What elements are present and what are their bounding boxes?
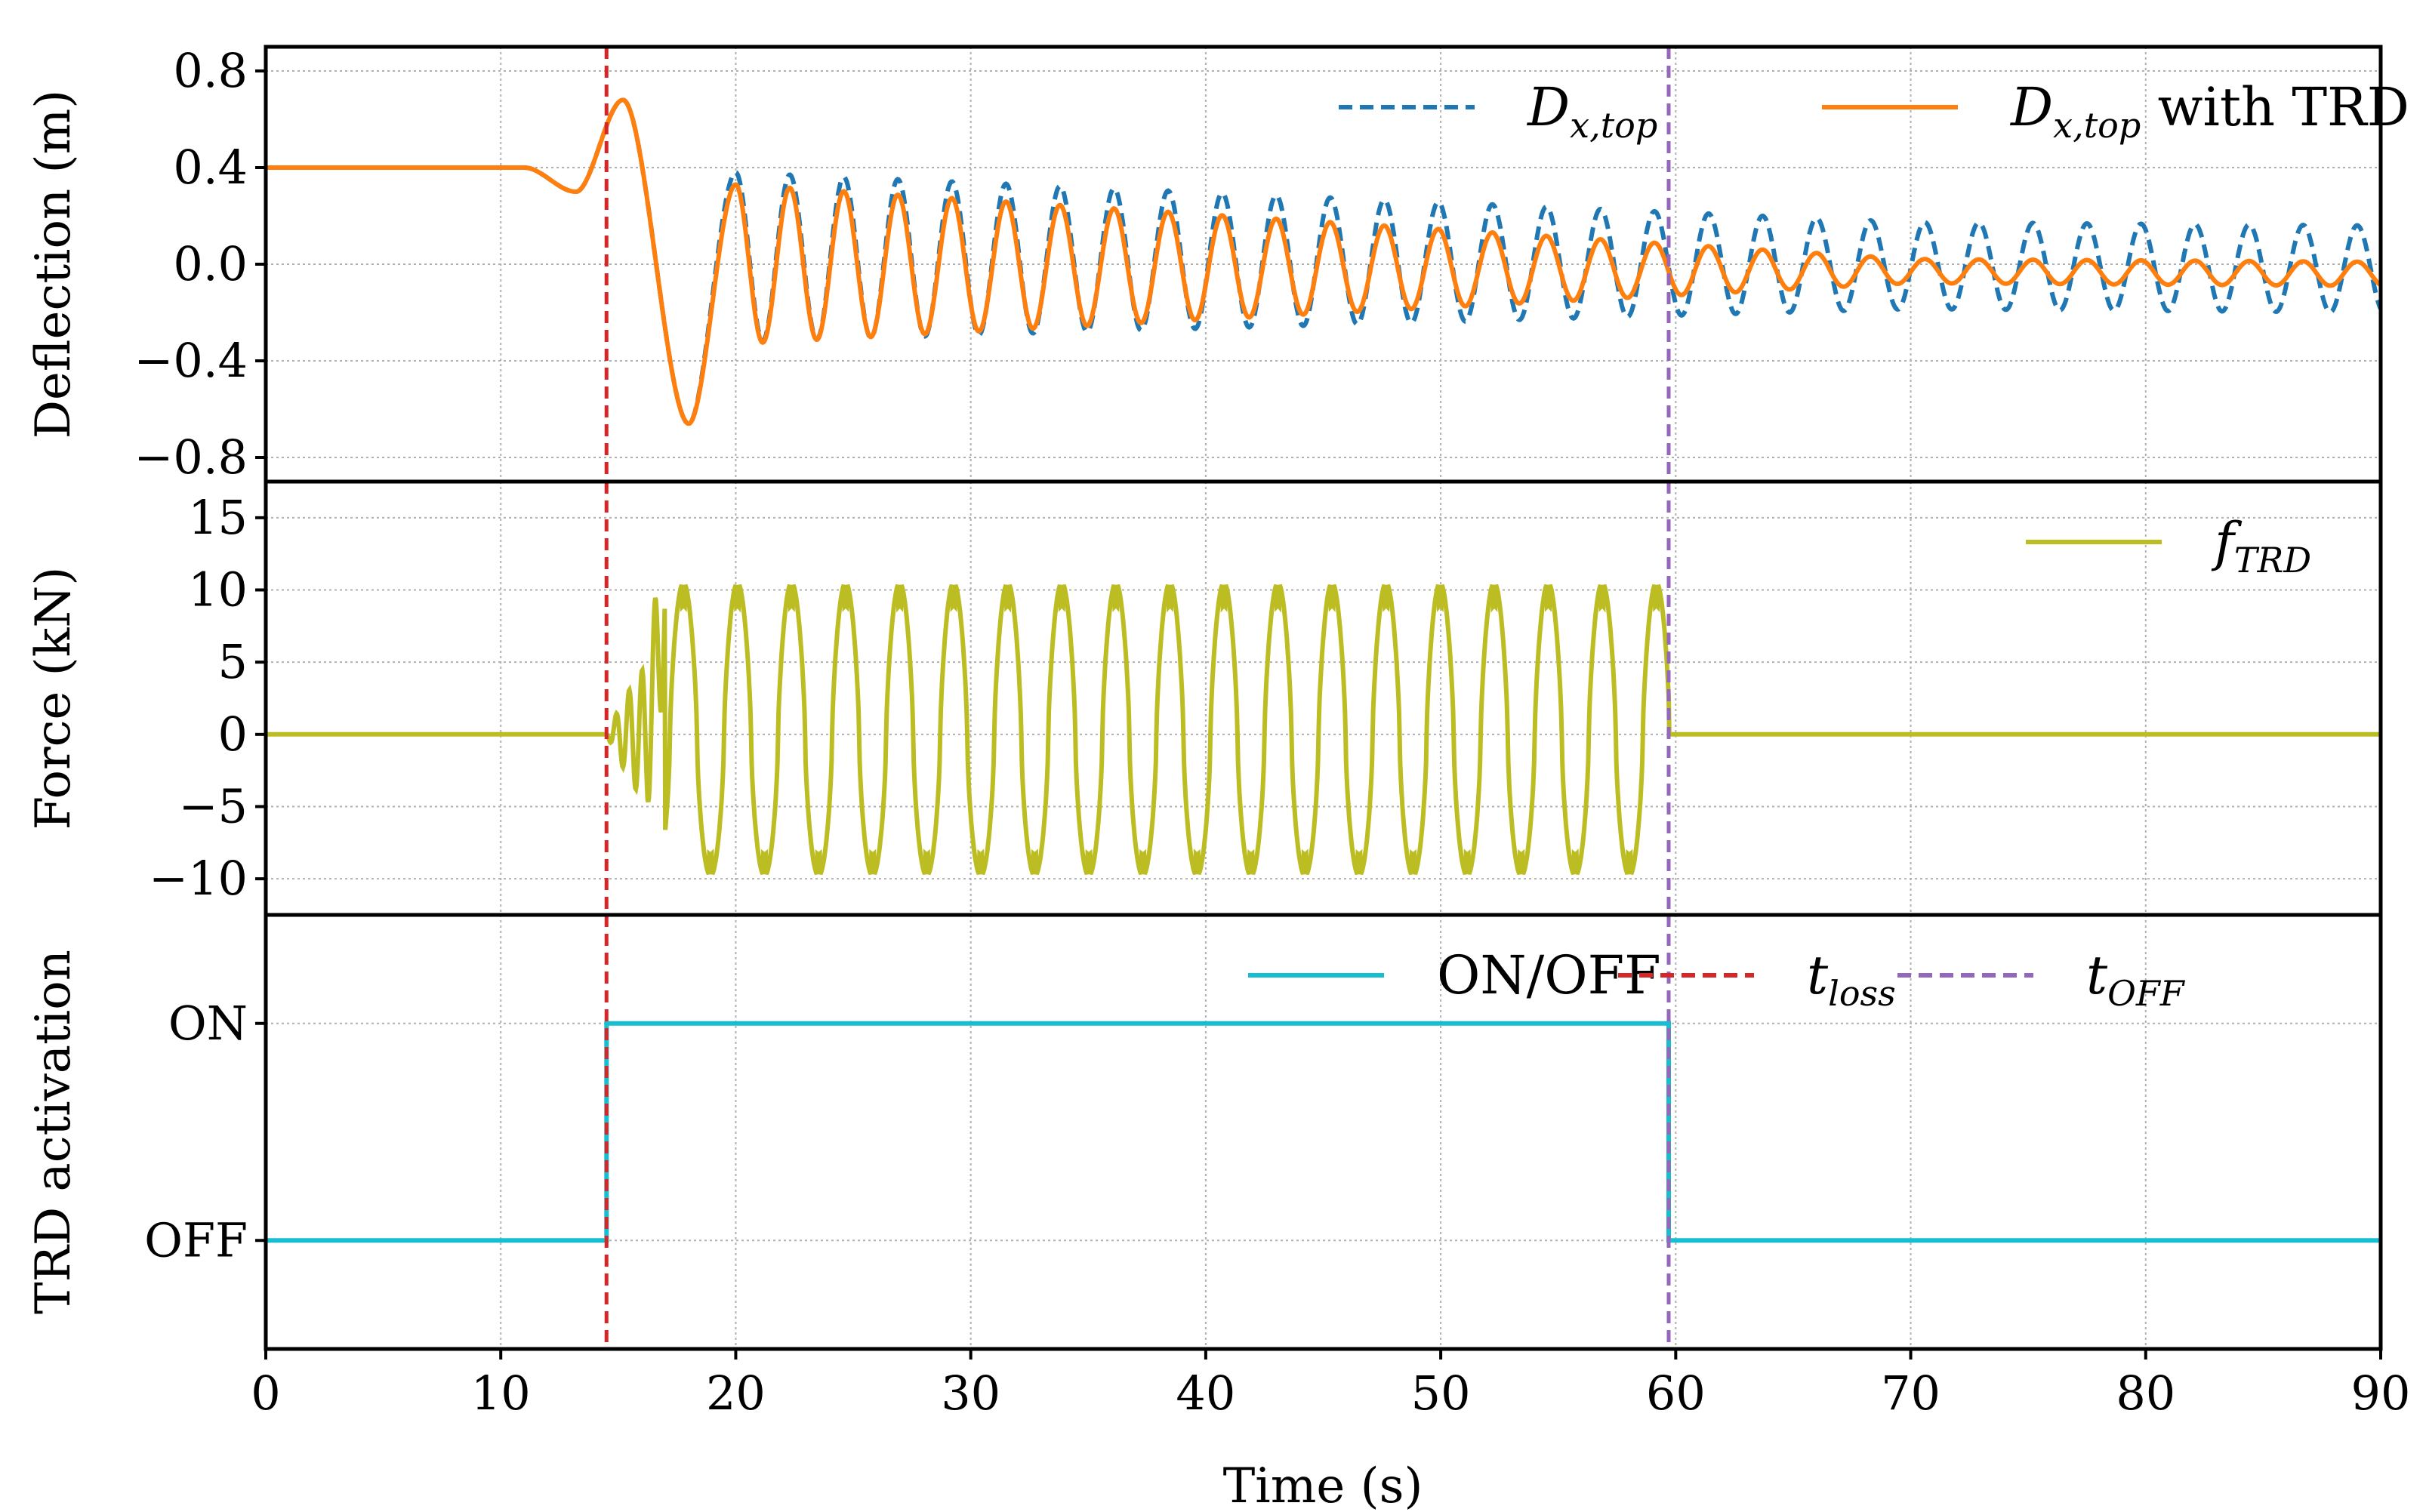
x-tick-label: 40 <box>1176 1366 1235 1421</box>
y-tick-label: −0.8 <box>134 430 248 485</box>
legend-entry: ON/OFF <box>1248 944 1661 1006</box>
series-group <box>266 97 2381 427</box>
x-tick-label: 10 <box>471 1366 531 1421</box>
y-axis-label-deflection: Deflection (m) <box>26 90 82 439</box>
y-axis-label-activation: TRD activation <box>26 950 82 1314</box>
legend-label: tloss <box>1807 944 1896 1014</box>
panel-force: −10 −5 0 5 10 15 Force (kN) fTRD <box>26 479 2383 917</box>
x-axis: 0 10 20 30 40 50 60 70 80 90 <box>251 1349 2410 1421</box>
x-tick-label: 90 <box>2351 1366 2411 1421</box>
series-line <box>266 97 2381 427</box>
x-tick-label: 0 <box>251 1366 280 1421</box>
legend-label: fTRD <box>2211 511 2311 580</box>
legend-force: fTRD <box>2026 511 2311 580</box>
legend-entry: Dx,top <box>1339 76 1657 146</box>
x-tick-label: 80 <box>2116 1366 2175 1421</box>
x-tick-label: 60 <box>1646 1366 1706 1421</box>
legend-label: Dx,top <box>1526 76 1657 146</box>
y-tick-label: OFF <box>144 1212 248 1267</box>
legend-entry: Dx,top with TRD <box>1822 76 2409 146</box>
series-line <box>266 97 2381 427</box>
series-group <box>266 584 2381 876</box>
panel-frame <box>264 913 2383 1351</box>
y-tick-label: 5 <box>218 634 248 689</box>
legend-deflection: Dx,top Dx,top with TRD <box>1339 76 2409 146</box>
x-tick-label: 30 <box>941 1366 1000 1421</box>
y-tick-label: −5 <box>179 779 248 834</box>
legend-entry: tloss <box>1618 944 1896 1014</box>
legend-label: tOFF <box>2086 944 2186 1014</box>
legend-activation: ON/OFF tloss tOFF <box>1248 944 2186 1014</box>
y-tick-label: 0.0 <box>173 236 248 291</box>
x-tick-label: 50 <box>1411 1366 1471 1421</box>
panel-frame <box>264 479 2383 917</box>
y-tick-label: 0 <box>218 707 248 762</box>
y-tick-label: 15 <box>188 490 248 545</box>
series-group <box>266 1021 2381 1243</box>
y-tick-label: 0.4 <box>173 140 248 195</box>
y-tick-label: ON <box>168 996 248 1051</box>
x-tick-label: 20 <box>706 1366 766 1421</box>
panel-activation: OFF ON TRD activation ON/OFF tloss tOFF <box>26 913 2383 1351</box>
y-tick-label: 10 <box>188 562 248 617</box>
legend-label: Dx,top with TRD <box>2009 76 2409 146</box>
series-line <box>266 584 2381 876</box>
y-axis-label-force: Force (kN) <box>26 567 82 830</box>
x-tick-label: 70 <box>1881 1366 1940 1421</box>
legend-entry: fTRD <box>2026 511 2311 580</box>
x-axis-label: Time (s) <box>1223 1458 1423 1512</box>
y-tick-label: −0.4 <box>134 333 248 388</box>
y-tick-label: −10 <box>149 851 248 906</box>
legend-entry: tOFF <box>1897 944 2186 1014</box>
y-tick-label: 0.8 <box>173 43 248 98</box>
series-line <box>266 1021 2381 1243</box>
